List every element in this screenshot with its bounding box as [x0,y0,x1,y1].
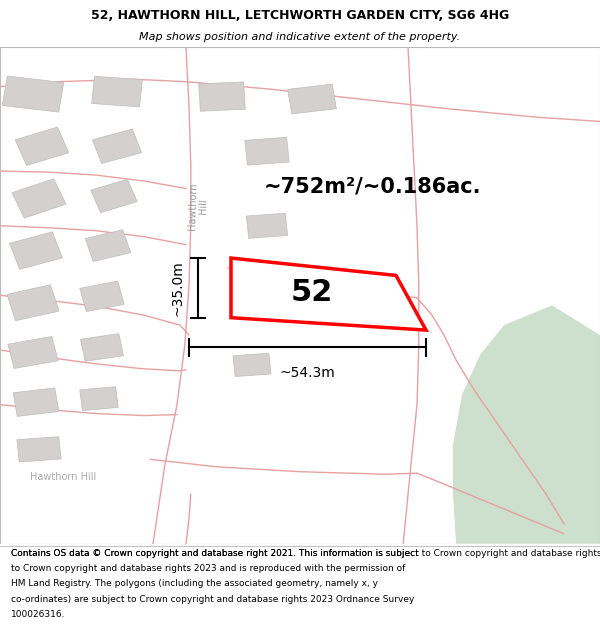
Polygon shape [199,82,245,111]
Polygon shape [92,129,142,164]
Text: ~752m²/~0.186ac.: ~752m²/~0.186ac. [263,176,481,196]
Polygon shape [80,334,124,361]
Polygon shape [13,388,59,416]
Polygon shape [2,76,64,112]
Polygon shape [91,179,137,213]
Polygon shape [85,230,131,261]
Text: Contains OS data © Crown copyright and database right 2021. This information is : Contains OS data © Crown copyright and d… [11,549,600,559]
Text: Hawthorn
Hill: Hawthorn Hill [187,182,209,230]
Text: 100026316.: 100026316. [11,609,65,619]
Text: Contains OS data © Crown copyright and database right 2021. This information is : Contains OS data © Crown copyright and d… [11,549,419,559]
Text: to Crown copyright and database rights 2023 and is reproduced with the permissio: to Crown copyright and database rights 2… [11,564,405,574]
Polygon shape [80,281,124,311]
Polygon shape [12,179,66,218]
Text: ~35.0m: ~35.0m [171,260,185,316]
Polygon shape [15,127,69,166]
Polygon shape [245,138,289,165]
Polygon shape [80,387,118,411]
Polygon shape [233,353,271,377]
Text: Hawthorn Hill: Hawthorn Hill [30,472,96,482]
Polygon shape [92,76,142,107]
Polygon shape [287,84,337,114]
Polygon shape [8,336,58,369]
Polygon shape [10,232,62,269]
Polygon shape [247,213,287,238]
Text: 52, HAWTHORN HILL, LETCHWORTH GARDEN CITY, SG6 4HG: 52, HAWTHORN HILL, LETCHWORTH GARDEN CIT… [91,9,509,22]
Text: Map shows position and indicative extent of the property.: Map shows position and indicative extent… [139,32,461,42]
Polygon shape [7,285,59,321]
Text: HM Land Registry. The polygons (including the associated geometry, namely x, y: HM Land Registry. The polygons (includin… [11,579,378,589]
Text: 52: 52 [291,278,333,308]
Polygon shape [17,437,61,462]
Text: co-ordinates) are subject to Crown copyright and database rights 2023 Ordnance S: co-ordinates) are subject to Crown copyr… [11,594,414,604]
Text: ~54.3m: ~54.3m [280,366,335,381]
Polygon shape [453,305,600,544]
Polygon shape [231,258,426,330]
